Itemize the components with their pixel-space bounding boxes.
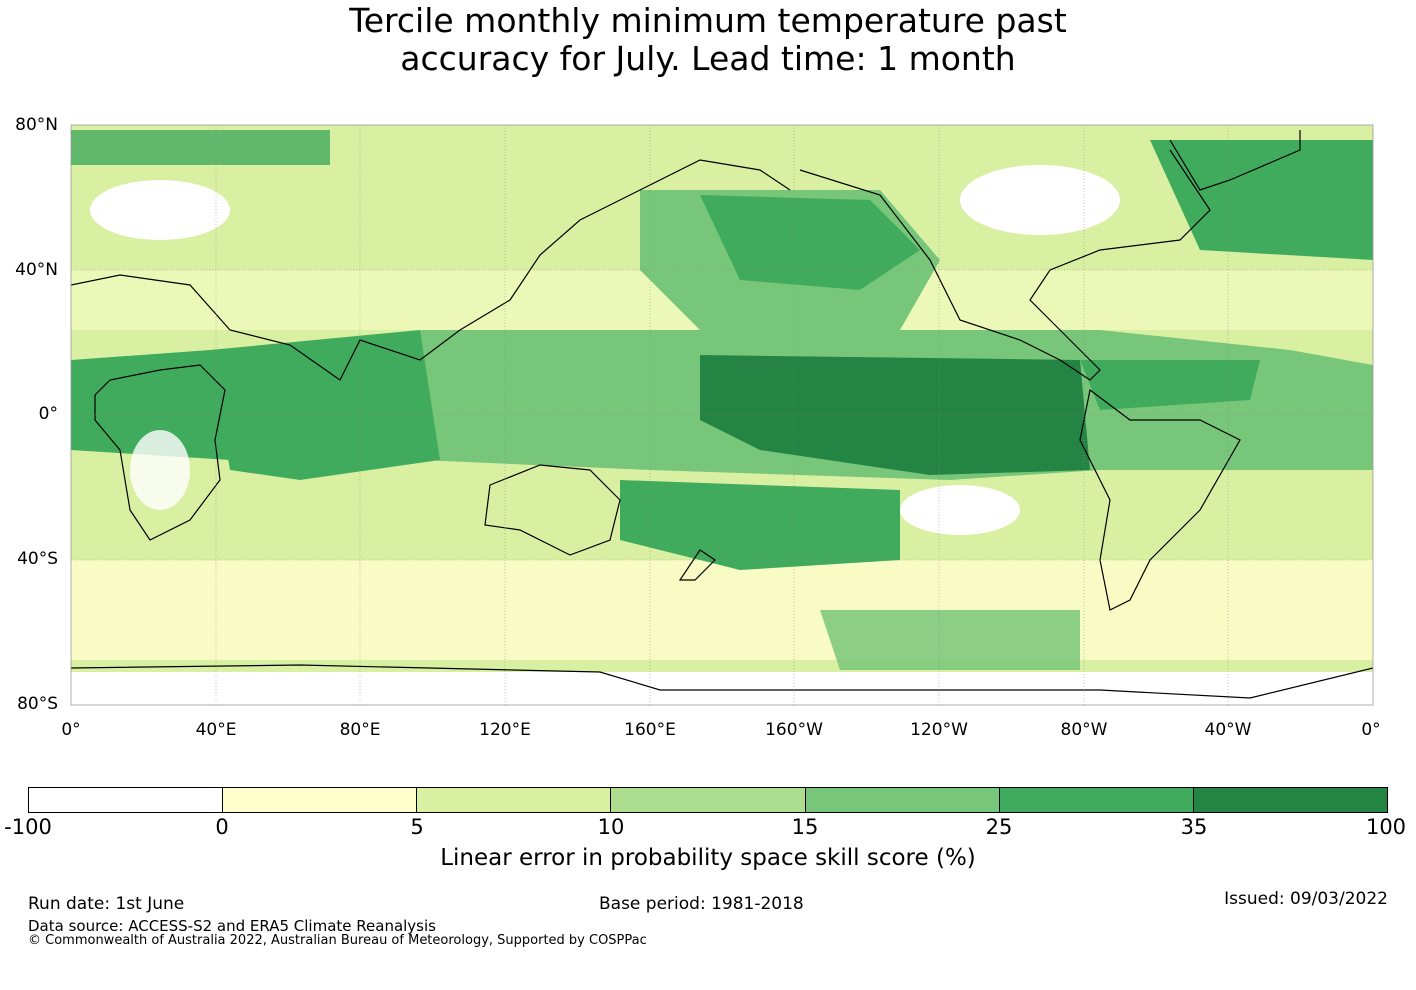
lon-label-40e: 40°E bbox=[195, 720, 237, 740]
colorbar-tick-label: 5 bbox=[410, 815, 424, 839]
low-skill-canada bbox=[960, 165, 1120, 235]
low-skill-south-pacific bbox=[900, 485, 1020, 535]
coast-antarctica bbox=[71, 664, 1373, 699]
colorbar-tick-label: -100 bbox=[4, 815, 52, 839]
lon-label-0-right: 0° bbox=[1361, 720, 1381, 740]
chart-title: Tercile monthly minimum temperature past… bbox=[0, 2, 1416, 78]
coast-africa bbox=[94, 364, 226, 541]
lon-label-160w: 160°W bbox=[765, 720, 823, 740]
run-date: Run date: 1st June bbox=[28, 894, 185, 914]
colorbar-segment bbox=[1193, 788, 1387, 812]
gridlines bbox=[71, 125, 1373, 705]
low-skill-europe bbox=[90, 180, 230, 240]
base-period: Base period: 1981-2018 bbox=[599, 894, 804, 914]
coast-south-america bbox=[1079, 388, 1241, 611]
lat-label-40s: 40°S bbox=[17, 549, 58, 569]
colorbar bbox=[28, 787, 1388, 813]
data-source: Data source: ACCESS-S2 and ERA5 Climate … bbox=[28, 917, 436, 935]
lat-label-40n: 40°N bbox=[15, 260, 58, 280]
colorbar-tick-label: 35 bbox=[1180, 815, 1208, 839]
coast-north-america bbox=[799, 149, 1211, 381]
coast-australia bbox=[484, 464, 621, 556]
colorbar-segment bbox=[805, 788, 1000, 812]
coast-eurasia bbox=[71, 159, 791, 381]
low-skill-africa bbox=[130, 430, 190, 510]
colorbar-segment bbox=[999, 788, 1194, 812]
north-atlantic-band bbox=[1150, 140, 1373, 260]
southern-patch bbox=[820, 610, 1080, 670]
colorbar-segment bbox=[417, 788, 612, 812]
skill-map bbox=[70, 124, 1374, 706]
coast-new-zealand bbox=[678, 549, 716, 581]
colorbar-tick-label: 25 bbox=[985, 815, 1013, 839]
arctic-patch bbox=[71, 130, 330, 165]
band-southern-ocean bbox=[71, 560, 1373, 660]
colorbar-tick-label: 15 bbox=[791, 815, 819, 839]
indian-ocean-band bbox=[210, 330, 440, 480]
equatorial-core-east bbox=[1080, 360, 1260, 410]
colorbar-title: Linear error in probability space skill … bbox=[440, 845, 976, 871]
lat-label-80n: 80°N bbox=[15, 115, 58, 135]
lon-label-80w: 80°W bbox=[1060, 720, 1108, 740]
lat-label-80s: 80°S bbox=[17, 694, 58, 714]
colorbar-tick-label: 0 bbox=[215, 815, 229, 839]
lon-label-0-left: 0° bbox=[61, 720, 81, 740]
title-line-2: accuracy for July. Lead time: 1 month bbox=[400, 39, 1016, 78]
lat-label-0: 0° bbox=[38, 404, 58, 424]
lon-label-80e: 80°E bbox=[339, 720, 381, 740]
lon-label-40w: 40°W bbox=[1204, 720, 1252, 740]
copyright: © Commonwealth of Australia 2022, Austra… bbox=[28, 933, 647, 948]
equatorial-core-pacific bbox=[700, 355, 1090, 475]
title-line-1: Tercile monthly minimum temperature past bbox=[349, 1, 1067, 40]
antarctica-low-skill bbox=[71, 672, 1373, 705]
coast-greenland bbox=[1169, 130, 1301, 191]
colorbar-tick-label: 100 bbox=[1365, 815, 1407, 839]
colorbar-segment bbox=[29, 788, 224, 812]
north-pacific-core bbox=[700, 195, 920, 290]
lon-label-120w: 120°W bbox=[910, 720, 968, 740]
colorbar-tick-label: 10 bbox=[597, 815, 625, 839]
atlantic-eq-band bbox=[71, 350, 230, 460]
colorbar-segment bbox=[223, 788, 418, 812]
issued-date: Issued: 09/03/2022 bbox=[1224, 889, 1388, 909]
map-frame bbox=[70, 124, 1374, 706]
lon-label-160e: 160°E bbox=[624, 720, 676, 740]
colorbar-segment bbox=[611, 788, 806, 812]
lon-label-120e: 120°E bbox=[479, 720, 531, 740]
south-pacific-band bbox=[620, 480, 900, 570]
coastlines bbox=[71, 130, 1373, 699]
